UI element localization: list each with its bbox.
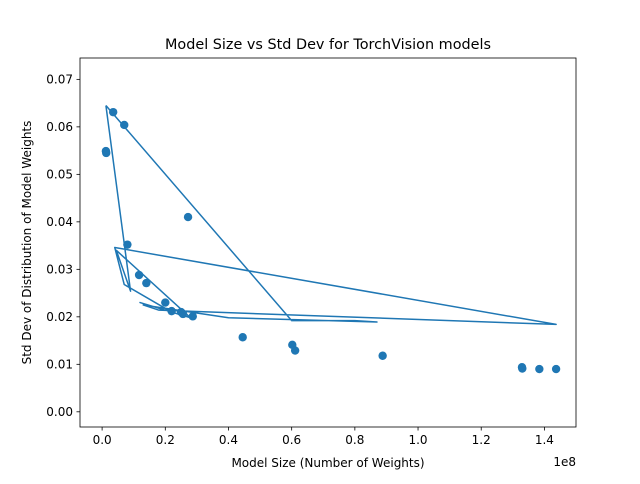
x-tick-label: 1.2 (472, 433, 491, 447)
series-line (105, 104, 557, 326)
x-tick-label: 1.4 (535, 433, 554, 447)
data-point (108, 107, 118, 117)
data-point (167, 306, 176, 316)
plot-marks (101, 104, 561, 374)
data-point (188, 312, 197, 321)
y-tick-label: 0.05 (46, 168, 73, 182)
data-point (178, 309, 188, 319)
y-axis-label: Std Dev of Distribution of Model Weights (20, 121, 34, 365)
chart-title: Model Size vs Std Dev for TorchVision mo… (165, 37, 491, 53)
axis-ticks: 0.0 0.2 0.4 0.6 0.8 1.0 1.2 1.4 0.00 0.01 0.02 0.03… (46, 73, 554, 447)
data-point (102, 148, 111, 158)
x-tick-label: 0.8 (345, 433, 364, 447)
data-point (123, 240, 132, 249)
data-point (378, 351, 387, 360)
data-point (551, 364, 561, 374)
axes-frame (79, 57, 577, 428)
data-point (183, 212, 193, 222)
y-tick-label: 0.07 (46, 73, 73, 87)
data-point (134, 270, 144, 280)
x-tick-label: 0.0 (93, 433, 112, 447)
y-tick-label: 0.02 (46, 310, 73, 324)
data-point (535, 364, 544, 374)
data-point (518, 364, 527, 373)
y-tick-label: 0.06 (46, 120, 73, 134)
x-tick-label: 0.4 (219, 433, 238, 447)
y-tick-label: 0.01 (46, 358, 73, 372)
x-axis-label: Model Size (Number of Weights) (231, 456, 424, 470)
y-tick-label: 0.03 (46, 263, 73, 277)
data-point (161, 298, 170, 307)
data-point (290, 346, 300, 355)
x-tick-label: 0.6 (282, 433, 301, 447)
data-point (142, 278, 151, 288)
data-point (120, 120, 129, 130)
x-tick-label: 1.0 (408, 433, 427, 447)
data-point (238, 333, 247, 342)
y-tick-label: 0.04 (46, 215, 73, 229)
x-tick-label: 0.2 (156, 433, 175, 447)
x-axis-offset-label: 1e8 (553, 455, 576, 469)
y-tick-label: 0.00 (46, 405, 73, 419)
